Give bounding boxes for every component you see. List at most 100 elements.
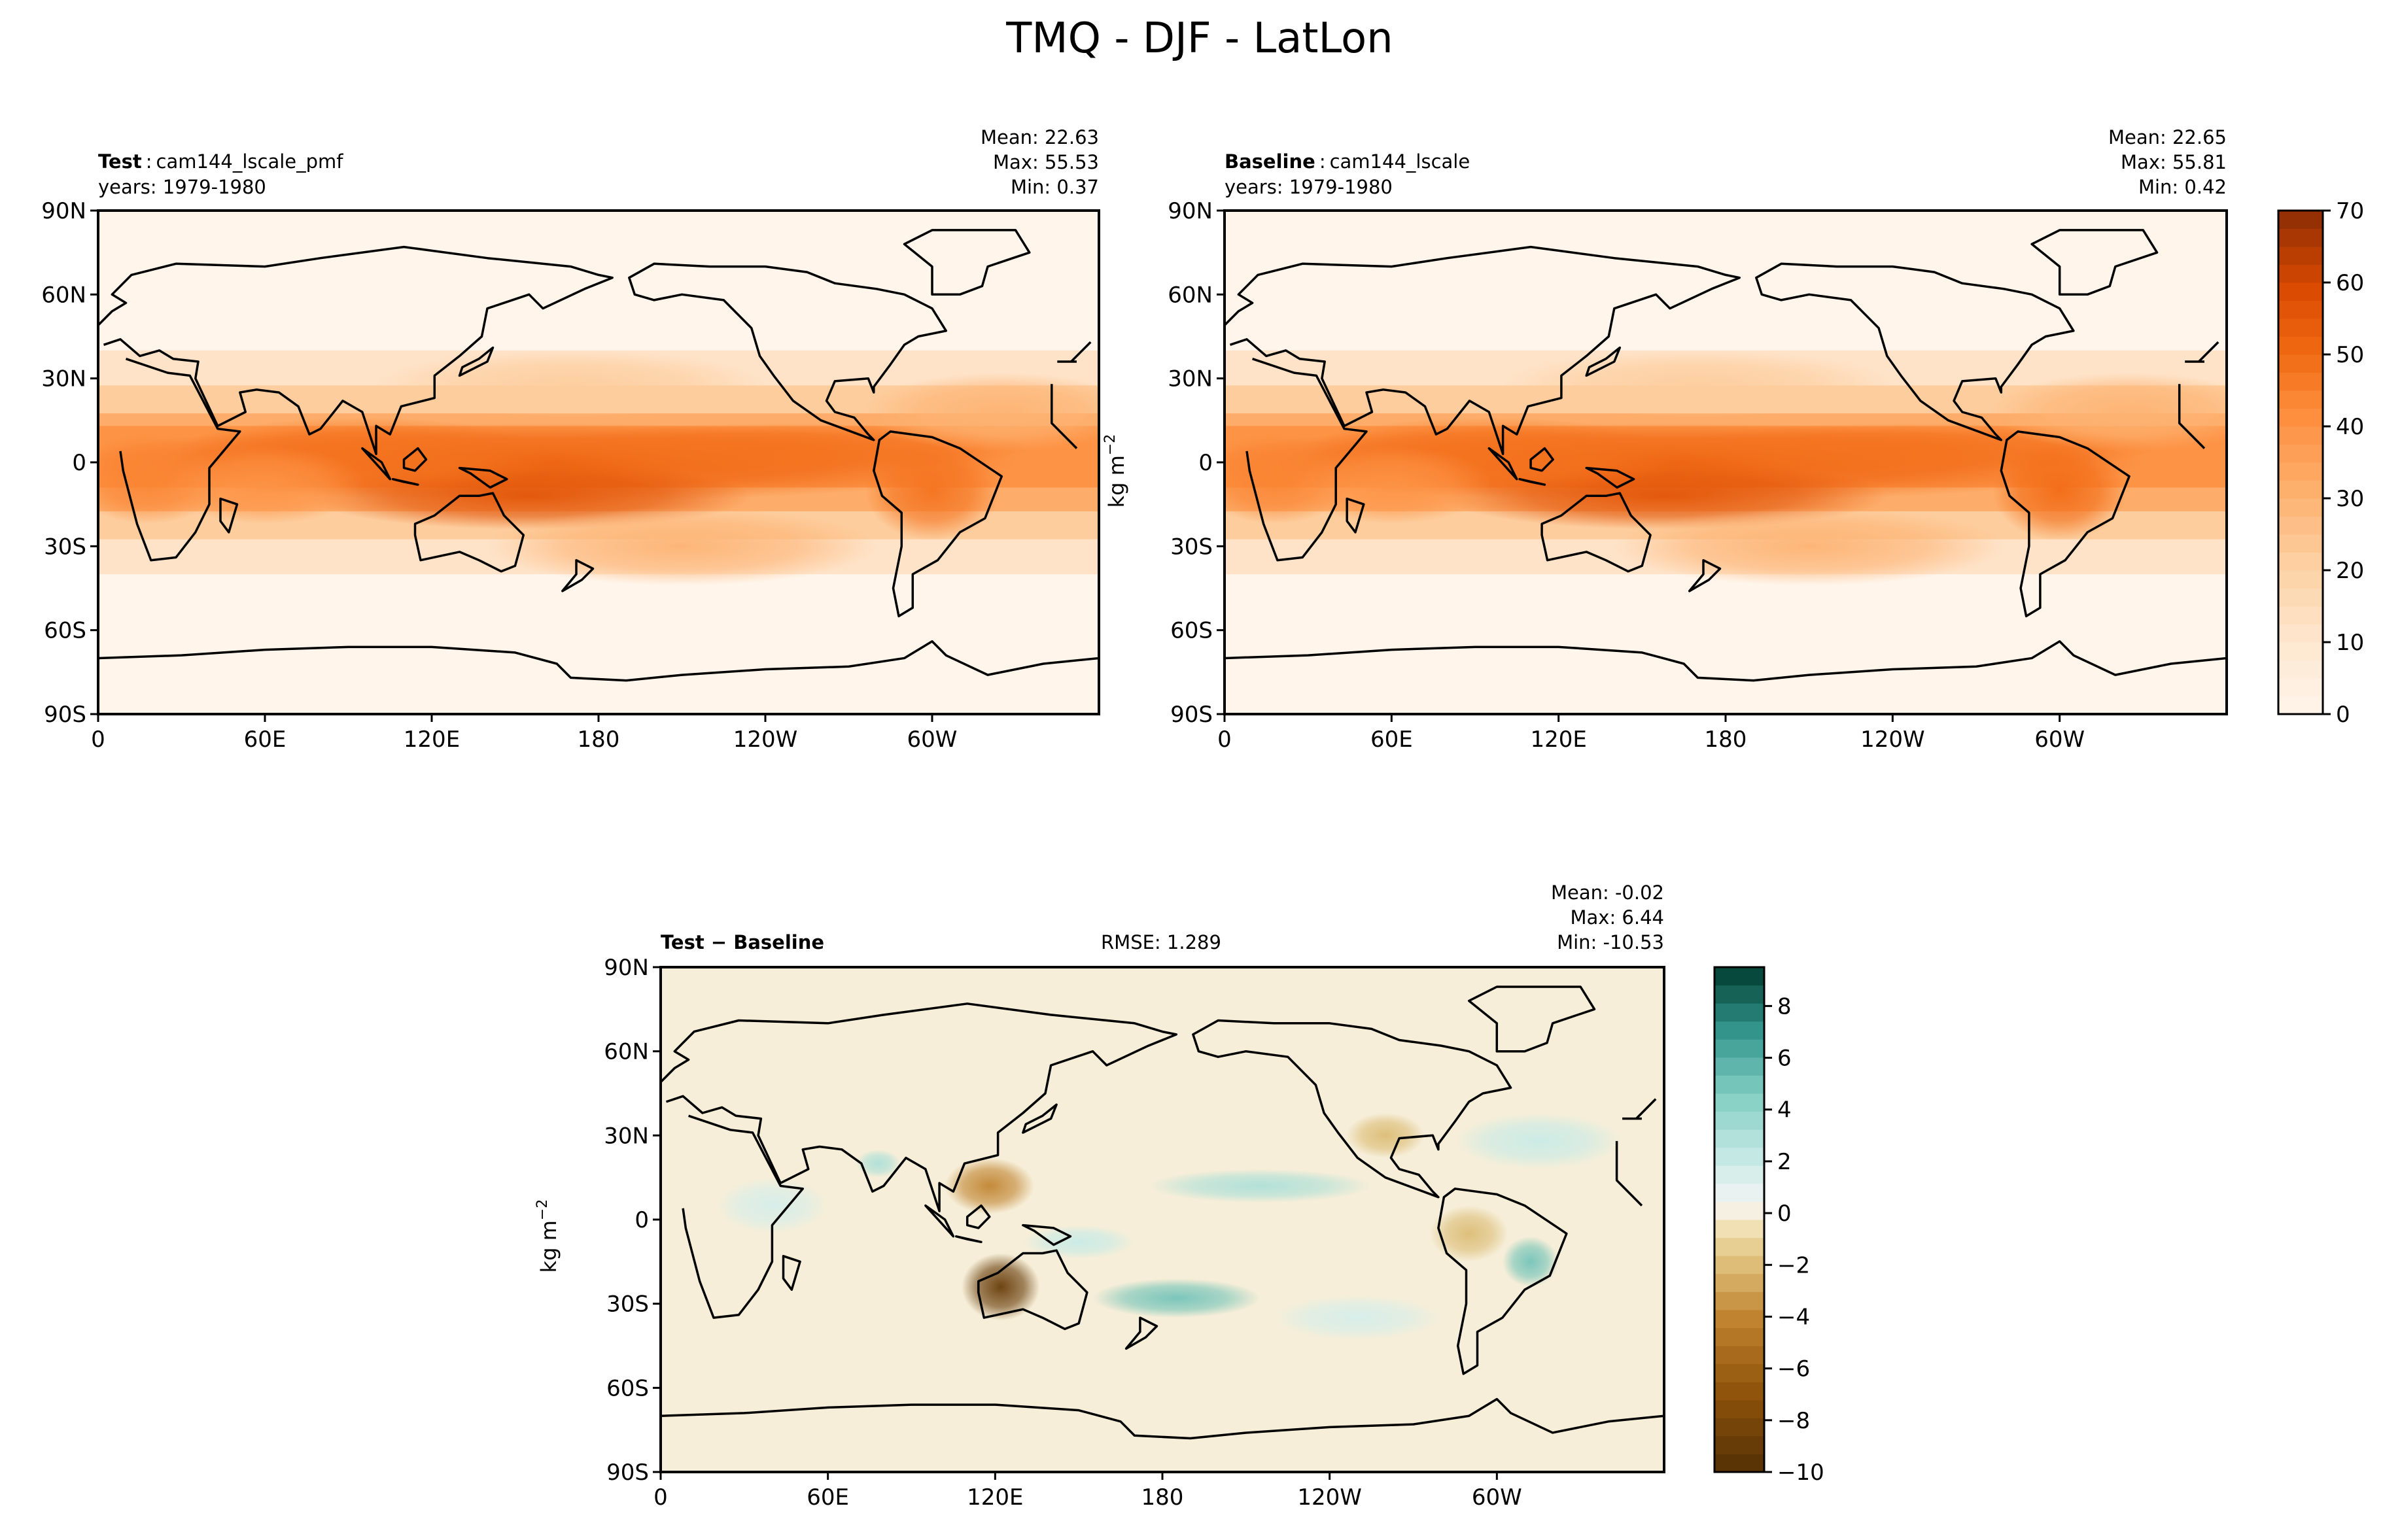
coastline [1467, 985, 1596, 1053]
difference-map: 0 60E 120E 180 120W 60W 90N 60N 30N 0 30S 60S 90S [604, 955, 1665, 1511]
coastline [1022, 1223, 1072, 1246]
test-mean: Mean: 22.63 [981, 126, 1099, 148]
difference-min: Min: -10.53 [1557, 931, 1664, 953]
coastline [873, 430, 1003, 618]
colorbar-segment [2278, 696, 2323, 715]
coastline [1529, 447, 1554, 472]
coastline [682, 1114, 805, 1319]
test-label: Test: cam144_lscale_pmf [98, 150, 343, 173]
x-tick-label: 60W [1472, 1484, 1522, 1511]
colorbar-tick-label: 60 [2336, 270, 2364, 296]
x-tick-label: 120W [1860, 727, 1925, 753]
difference-mean: Mean: -0.02 [1551, 881, 1664, 904]
coastline [2000, 430, 2130, 618]
colorbar-segment [2278, 570, 2323, 589]
coastline [977, 1249, 1088, 1331]
colorbar-segment [2278, 426, 2323, 445]
colorbar-segment [1714, 967, 1764, 986]
field-anomaly [1092, 1278, 1261, 1318]
x-tick-label: 60E [244, 727, 287, 753]
field-anomaly [1990, 373, 2227, 451]
y-tick-label: 0 [635, 1207, 649, 1233]
colorbar-tick-label: 70 [2336, 198, 2364, 224]
colorbar-tick-label: 0 [1777, 1201, 1792, 1227]
colorbar-segment [2278, 498, 2323, 517]
x-tick-label: 120W [733, 727, 798, 753]
x-tick-label: 120E [1530, 727, 1586, 753]
y-tick-label: 0 [1198, 450, 1213, 476]
field-anomaly [865, 439, 999, 541]
colorbar-segment [1714, 1093, 1764, 1112]
colorbar-frame [2277, 209, 2324, 715]
colorbar-tick-label: −2 [1777, 1252, 1810, 1278]
colorbar-segment [1714, 1399, 1764, 1418]
colorbar-tick-label: 30 [2336, 486, 2364, 512]
coastline [458, 346, 495, 377]
coastline [924, 1204, 955, 1238]
colorbar-segment [2278, 552, 2323, 571]
colorbar-segment [2278, 624, 2323, 643]
field-anomaly [1455, 1113, 1623, 1169]
map-field [1225, 211, 2227, 714]
y-tick-label: 0 [72, 450, 86, 476]
antarctica-coastline [1225, 640, 2227, 682]
colorbar-segment [2278, 264, 2323, 283]
field-anomaly [1346, 1113, 1425, 1158]
colorbar-segment [1714, 1327, 1764, 1346]
x-tick-label: 60E [807, 1484, 849, 1511]
y-tick-label: 30N [41, 366, 86, 392]
field-anomaly [487, 507, 877, 586]
colorbar-tick-label: 6 [1777, 1046, 1792, 1072]
coastline [1615, 1140, 1643, 1206]
coastline [219, 497, 239, 534]
x-tick-label: 180 [578, 727, 620, 753]
colorbar-segment [2278, 444, 2323, 463]
colorbar-segment [1714, 1183, 1764, 1202]
map-field [661, 967, 1664, 1472]
baseline-max: Max: 55.81 [2121, 151, 2227, 173]
baseline-panel: Baseline: cam144_lscale years: 1979-1980 … [1102, 126, 2364, 753]
colorbar-segment [1714, 1435, 1764, 1454]
y-tick-label: 90S [44, 702, 86, 728]
coastline [782, 1255, 801, 1291]
coastline [965, 1204, 991, 1229]
coastline [361, 447, 392, 481]
colorbar-segment [1714, 1201, 1764, 1220]
x-tick-label: 60E [1370, 727, 1413, 753]
difference-colorbar: 8 6 4 2 0 −2 −4 −6 −8 −10 [1713, 966, 1824, 1486]
colorbar-segment [1714, 1309, 1764, 1328]
colorbar-segment [1714, 1220, 1764, 1239]
colorbar-segment [1714, 1003, 1764, 1022]
coastline [119, 358, 241, 562]
y-tick-label: 60S [1170, 618, 1213, 644]
colorbar-segment [1714, 1111, 1764, 1130]
colorbar-tick-label: 10 [2336, 630, 2364, 656]
field-anomaly [1148, 1169, 1372, 1203]
colorbar-tick-label: 4 [1777, 1097, 1792, 1123]
baseline-label: Baseline: cam144_lscale [1225, 150, 1470, 173]
y-tick-label: 90N [1168, 198, 1213, 224]
colorbar-frame [1713, 966, 1765, 1473]
field-anomaly [856, 1149, 901, 1178]
coastline [1022, 1103, 1058, 1134]
coastline [1585, 466, 1635, 489]
colorbar-segment [1714, 1129, 1764, 1148]
colorbar-segment [2278, 211, 2323, 229]
colorbar-segment [2278, 606, 2323, 625]
x-tick-label: 120W [1297, 1484, 1362, 1511]
field-anomaly [1274, 1295, 1442, 1341]
coastline [391, 477, 419, 486]
baseline-mean: Mean: 22.65 [2108, 126, 2227, 148]
colorbar-segment [2278, 516, 2323, 535]
field-anomaly [1992, 439, 2127, 541]
x-tick-label: 0 [653, 1484, 668, 1511]
antarctica-coastline [661, 1397, 1664, 1440]
coastline [1051, 384, 1078, 449]
test-max: Max: 55.53 [993, 151, 1099, 173]
y-tick-label: 90N [41, 198, 86, 224]
colorbar-segment [1714, 985, 1764, 1004]
coastline [2178, 384, 2206, 449]
y-tick-label: 30S [606, 1292, 649, 1318]
colorbar-segment [1714, 1418, 1764, 1437]
colorbar-segment [1714, 1363, 1764, 1382]
